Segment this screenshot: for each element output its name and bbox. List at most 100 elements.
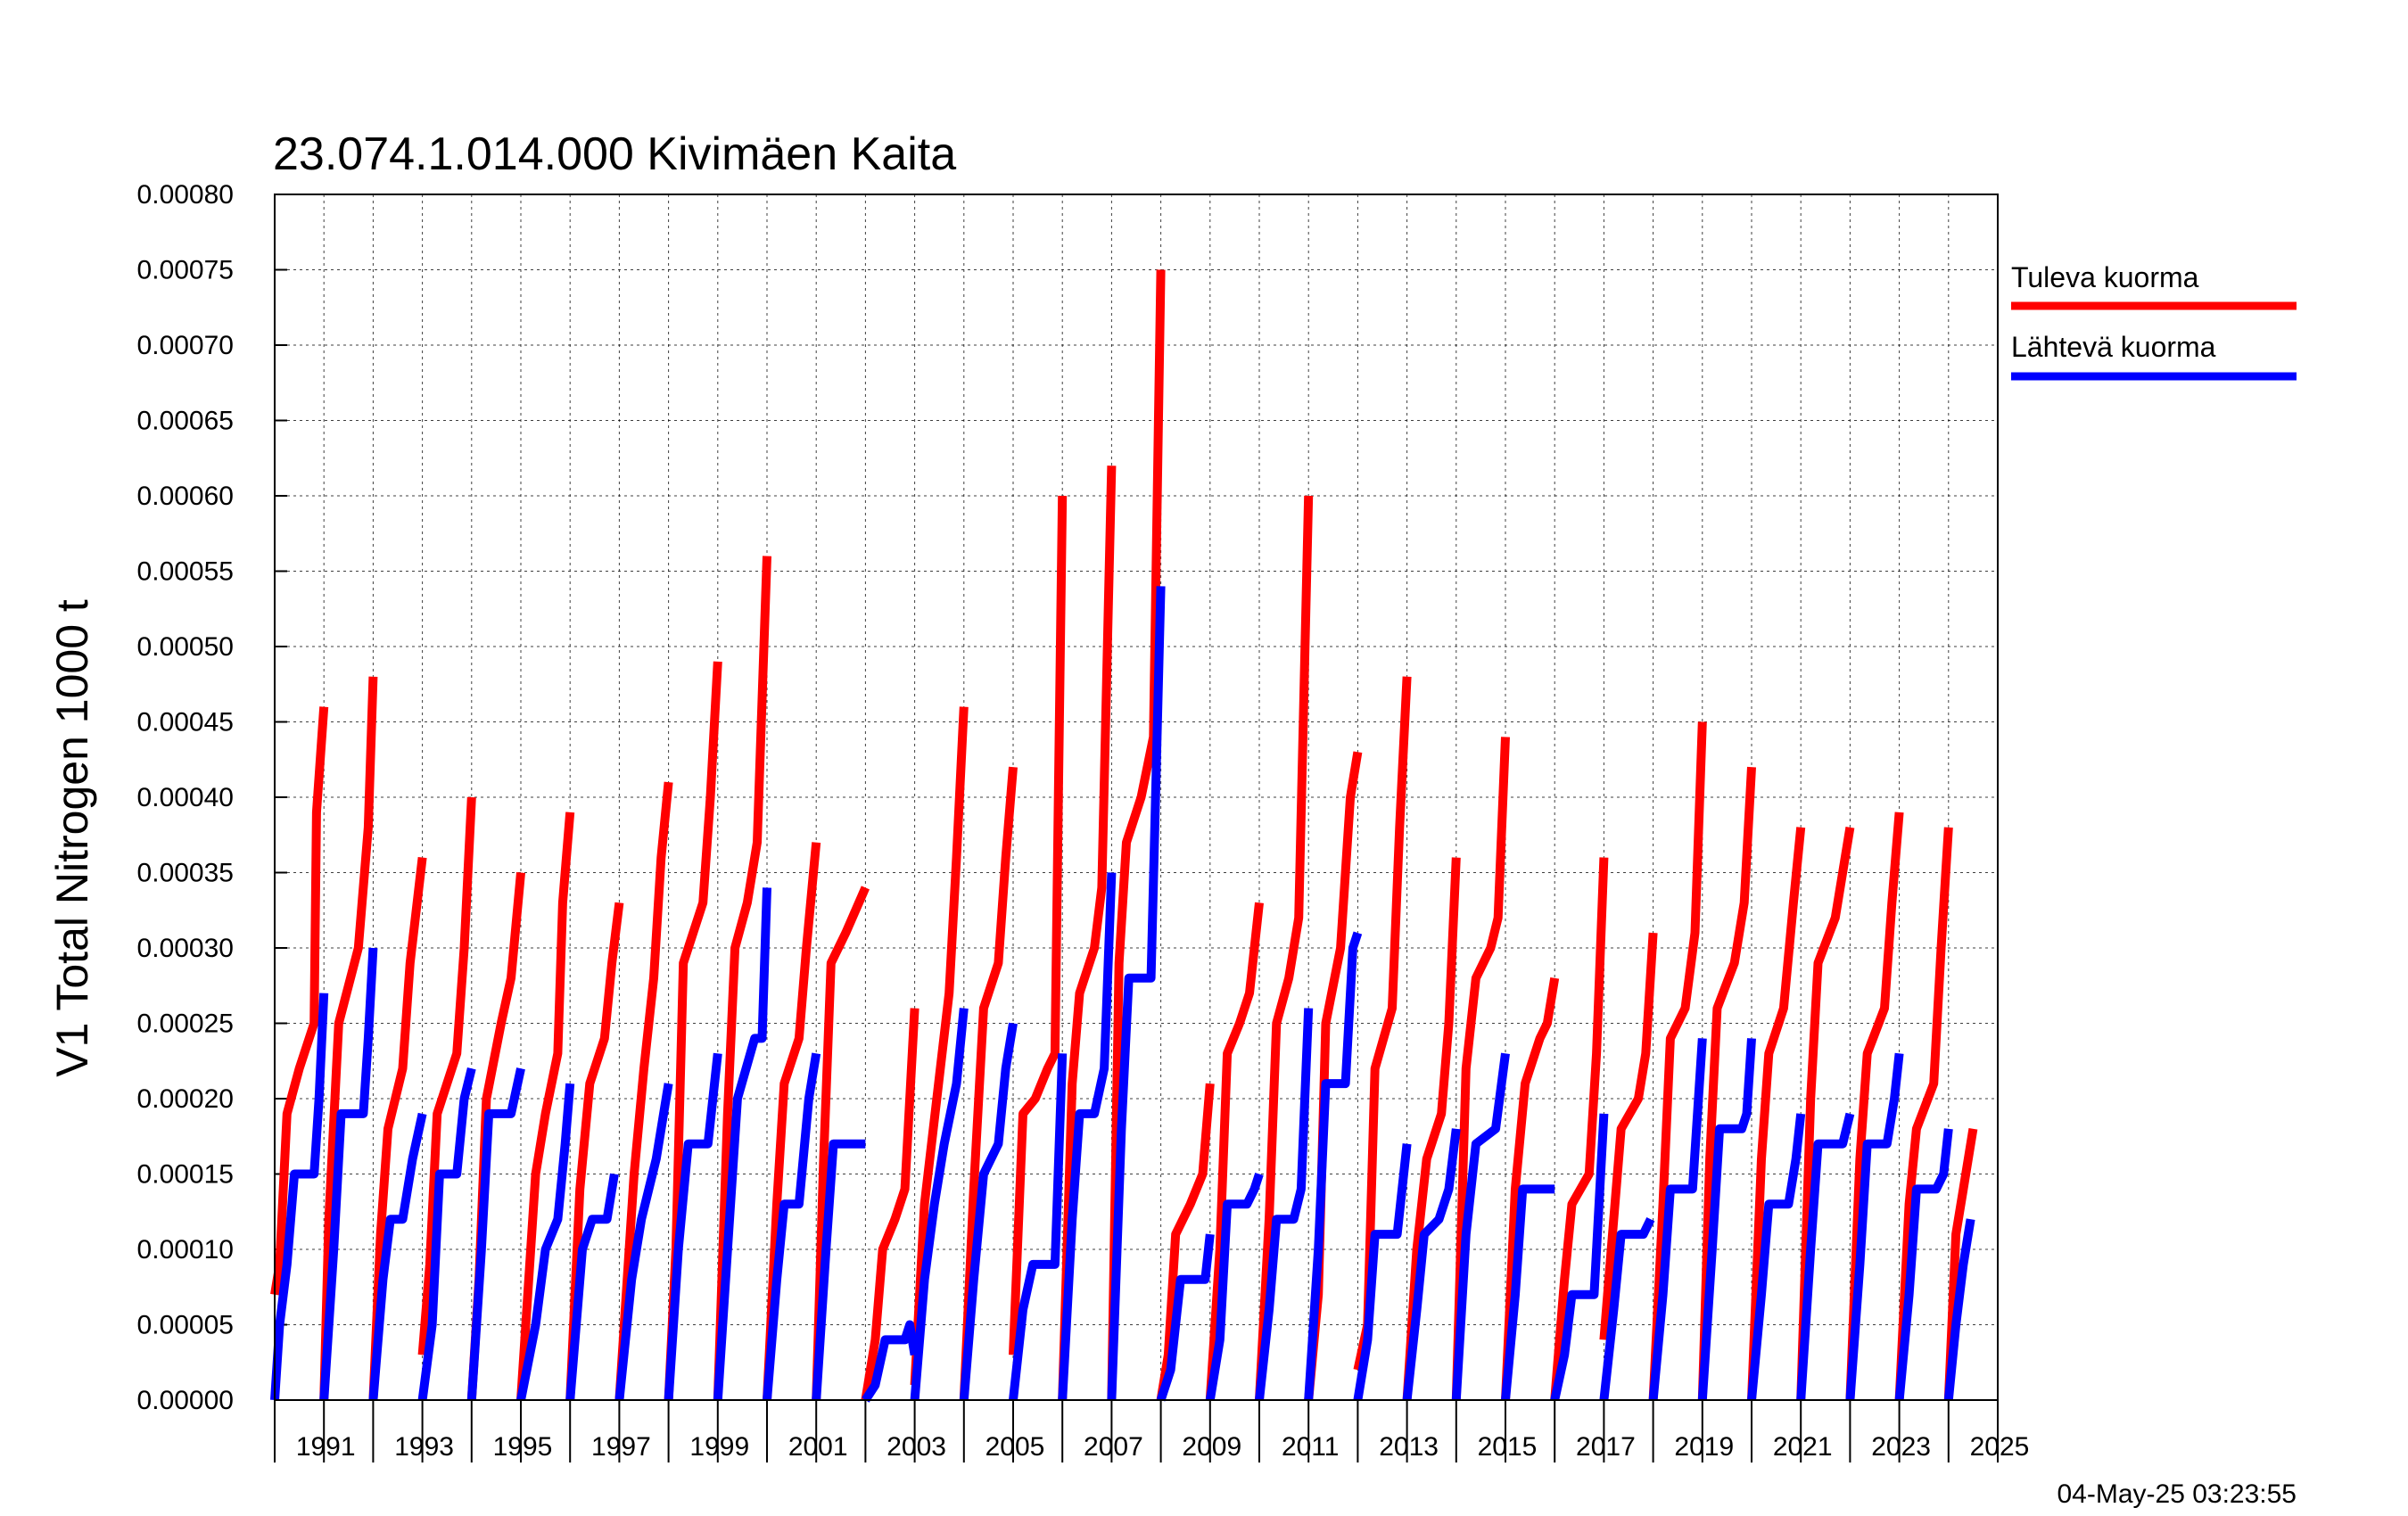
x-tick-label: 2015 bbox=[1478, 1432, 1538, 1462]
series-line-segment bbox=[1697, 766, 1756, 1401]
series-line-segment bbox=[1796, 1112, 1855, 1401]
series-line-segment bbox=[1501, 976, 1560, 1401]
series-line-segment bbox=[959, 1022, 1018, 1401]
y-tick-label: 0.00025 bbox=[137, 1009, 234, 1039]
y-tick-label: 0.00080 bbox=[137, 180, 234, 210]
x-tick-label: 1997 bbox=[591, 1432, 651, 1462]
x-tick-label: 1993 bbox=[394, 1432, 454, 1462]
x-tick-label: 2025 bbox=[1970, 1432, 2030, 1462]
series-line-segment bbox=[1894, 827, 1953, 1401]
series-line-segment bbox=[1648, 721, 1707, 1401]
y-tick-label: 0.00020 bbox=[137, 1084, 234, 1114]
series-line-segment bbox=[270, 706, 329, 1296]
x-tick-label: 2001 bbox=[788, 1432, 848, 1462]
series-line-segment bbox=[417, 1067, 476, 1401]
series-line-segment bbox=[516, 812, 575, 1401]
series-line-segment bbox=[1943, 1127, 1978, 1401]
y-tick-label: 0.00050 bbox=[137, 632, 234, 662]
timestamp: 04-May-25 03:23:55 bbox=[2057, 1479, 2297, 1509]
series-line-segment bbox=[1599, 932, 1658, 1340]
y-axis-label: V1 Total Nitrogen 1000 t bbox=[47, 599, 97, 1077]
series-line-segment bbox=[1501, 1184, 1555, 1401]
x-tick-label: 2009 bbox=[1182, 1432, 1241, 1462]
y-tick-label: 0.00030 bbox=[137, 934, 234, 963]
series-line-segment bbox=[1894, 1128, 1953, 1401]
series-line-segment bbox=[1550, 857, 1609, 1401]
series-line-segment bbox=[614, 1083, 673, 1401]
series-line-segment bbox=[910, 706, 969, 1386]
series-line-segment bbox=[1402, 1128, 1461, 1401]
series-line-segment bbox=[1107, 586, 1166, 1401]
x-tick-label: 1991 bbox=[296, 1432, 356, 1462]
series-line-segment bbox=[763, 1052, 821, 1401]
x-tick-label: 2011 bbox=[1282, 1432, 1340, 1462]
x-tick-label: 2013 bbox=[1379, 1432, 1439, 1462]
x-tick-label: 1999 bbox=[689, 1432, 749, 1462]
y-tick-label: 0.00040 bbox=[137, 783, 234, 812]
chart-title: 23.074.1.014.000 Kivimäen Kaita bbox=[273, 128, 956, 180]
series-line-segment bbox=[1304, 931, 1363, 1401]
y-tick-label: 0.00000 bbox=[137, 1386, 234, 1415]
x-tick-label: 1995 bbox=[493, 1432, 553, 1462]
series-line-segment bbox=[614, 781, 673, 1401]
y-tick-label: 0.00005 bbox=[137, 1311, 234, 1340]
y-tick-label: 0.00010 bbox=[137, 1235, 234, 1265]
series-line-segment bbox=[1550, 1113, 1609, 1402]
series-line-segment bbox=[959, 766, 1018, 1401]
series-line-segment bbox=[1009, 495, 1068, 1355]
series-line-segment bbox=[1747, 1113, 1806, 1401]
series-line-segment bbox=[713, 887, 771, 1401]
y-tick-label: 0.00045 bbox=[137, 708, 234, 737]
y-tick-label: 0.00075 bbox=[137, 256, 234, 285]
series-line-segment bbox=[1648, 1038, 1707, 1401]
y-tick-label: 0.00055 bbox=[137, 557, 234, 587]
series-line-segment bbox=[1697, 1038, 1756, 1401]
series-line-segment bbox=[368, 857, 427, 1401]
x-tick-label: 2007 bbox=[1084, 1432, 1143, 1462]
x-tick-label: 2005 bbox=[985, 1432, 1045, 1462]
y-tick-label: 0.00065 bbox=[137, 407, 234, 436]
series-line-segment bbox=[1402, 857, 1461, 1401]
legend-label-lahteva: Lähtevä kuorma bbox=[2011, 331, 2216, 363]
y-tick-label: 0.00060 bbox=[137, 482, 234, 511]
series-line-segment bbox=[417, 796, 476, 1355]
series-line-segment bbox=[368, 1112, 427, 1401]
series-lahteva bbox=[270, 586, 1975, 1403]
legend: Tuleva kuorma Lähtevä kuorma bbox=[2011, 261, 2297, 381]
series-layer bbox=[270, 269, 1978, 1403]
series-line-segment bbox=[1205, 1172, 1264, 1401]
series-line-segment bbox=[1845, 1052, 1904, 1401]
x-tick-label: 2017 bbox=[1576, 1432, 1636, 1462]
series-line-segment bbox=[812, 886, 870, 1401]
series-line-segment bbox=[812, 1139, 866, 1401]
series-line-segment bbox=[1796, 826, 1855, 1401]
series-line-segment bbox=[1747, 827, 1806, 1401]
x-axis-ticks: 1991 1993 1995 1997 1999 2001 2003 2005 2007 2009… bbox=[274, 1400, 2030, 1462]
y-tick-label: 0.00070 bbox=[137, 331, 234, 360]
series-line-segment bbox=[910, 1008, 969, 1401]
series-line-segment bbox=[565, 902, 624, 1401]
series-line-segment bbox=[1451, 1052, 1510, 1401]
series-line-segment bbox=[1845, 812, 1904, 1401]
series-line-segment bbox=[466, 1067, 525, 1401]
series-line-segment bbox=[1058, 872, 1117, 1401]
y-tick-label: 0.00015 bbox=[137, 1160, 234, 1190]
series-line-segment bbox=[861, 1008, 919, 1401]
series-line-segment bbox=[319, 947, 378, 1401]
series-line-segment bbox=[270, 993, 329, 1401]
series-tuleva bbox=[270, 269, 1978, 1401]
series-line-segment bbox=[664, 1052, 722, 1401]
plot-frame bbox=[274, 194, 1999, 1401]
series-line-segment bbox=[1058, 466, 1117, 1401]
series-line-segment bbox=[1451, 737, 1510, 1401]
series-line-segment bbox=[1255, 495, 1314, 1401]
series-line-segment bbox=[713, 556, 771, 1401]
series-line-segment bbox=[1156, 1233, 1215, 1402]
series-line-segment bbox=[1353, 1143, 1412, 1401]
y-tick-label: 0.00035 bbox=[137, 859, 234, 888]
series-line-segment bbox=[1599, 1217, 1655, 1401]
series-line-segment bbox=[862, 1320, 919, 1403]
legend-label-tuleva: Tuleva kuorma bbox=[2011, 261, 2199, 293]
series-line-segment bbox=[1255, 1008, 1314, 1401]
